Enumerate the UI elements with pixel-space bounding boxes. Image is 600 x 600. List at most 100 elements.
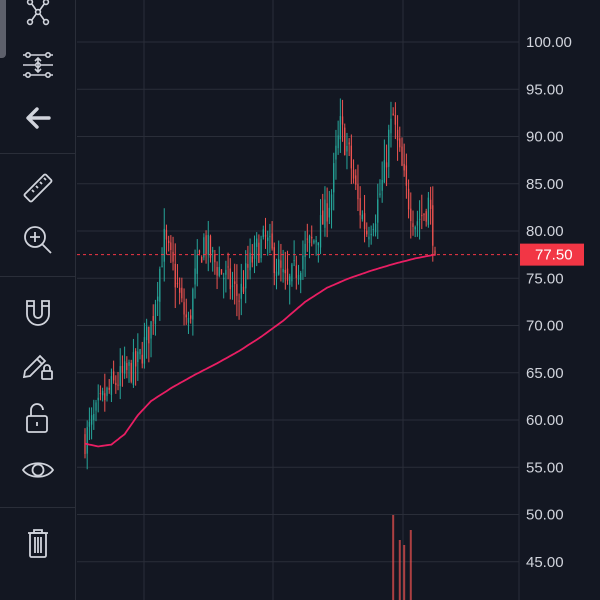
price-axis-label: 45.00 — [526, 554, 564, 571]
candle-body — [88, 421, 91, 427]
candle-body — [344, 127, 346, 156]
candle-body — [273, 247, 275, 274]
candle-body — [284, 269, 286, 274]
candle-body — [106, 387, 108, 396]
candle-body — [90, 415, 93, 425]
candle-body — [300, 272, 302, 281]
candle-body — [117, 384, 119, 386]
candle-body — [269, 236, 271, 238]
candle-body — [128, 361, 130, 366]
candle-body — [152, 316, 154, 321]
candle-body — [339, 116, 342, 140]
candle-body — [399, 138, 401, 148]
toolbar-scroll-indicator[interactable] — [0, 0, 6, 58]
candle-body — [253, 242, 256, 259]
candle-body — [181, 287, 183, 299]
price-chart[interactable]: 105.00 100.00 95.00 90.00 85.00 80.00 75.00 70.… — [77, 0, 600, 600]
price-axis-label: 70.00 — [526, 318, 564, 335]
back-button[interactable] — [14, 98, 62, 138]
candle-body — [205, 235, 207, 255]
candle-body — [139, 349, 141, 355]
candle-body — [271, 233, 273, 249]
lock-drawing-icon — [22, 354, 53, 380]
candle-body — [134, 351, 137, 367]
candle-body — [377, 199, 379, 223]
current-price-label: 77.50 — [535, 247, 573, 264]
candle-body — [231, 285, 234, 287]
candle-body — [302, 255, 304, 270]
candle-body — [372, 228, 375, 231]
candle-body — [379, 193, 381, 196]
candle-body — [366, 230, 368, 235]
candle-body — [350, 145, 353, 169]
candle-body — [126, 363, 128, 371]
moving-average-line — [84, 253, 436, 448]
current-price-tag: 77.50 — [520, 243, 584, 266]
candle-body — [229, 268, 231, 290]
candle-body — [143, 337, 146, 364]
candle-body — [297, 274, 300, 280]
price-axis-label: 90.00 — [526, 129, 564, 146]
candle-body — [141, 354, 143, 364]
candle-body — [121, 365, 124, 373]
price-axis-label: 95.00 — [526, 81, 564, 98]
price-axis-label: 80.00 — [526, 223, 564, 240]
unlock-icon — [26, 403, 48, 433]
candle-body — [432, 205, 434, 246]
back-arrow-icon — [26, 107, 51, 129]
price-axis[interactable]: 105.00 100.00 95.00 90.00 85.00 80.00 75.00 70.… — [526, 0, 572, 571]
candle-body — [401, 146, 403, 166]
candle-body — [148, 326, 150, 344]
delete-drawings-button[interactable] — [14, 522, 62, 562]
candle-body — [317, 242, 319, 246]
candle-body — [216, 267, 218, 276]
candle-body — [185, 314, 187, 318]
candle-body — [115, 382, 117, 386]
candle-body — [355, 175, 357, 185]
candle-body — [150, 321, 152, 339]
lock-drawings-button[interactable] — [14, 344, 62, 384]
candle-body — [172, 251, 174, 262]
candle-body — [348, 142, 350, 145]
candle-body — [123, 361, 126, 374]
candle-body — [407, 188, 410, 210]
visibility-button[interactable] — [14, 450, 62, 490]
candle-body — [368, 236, 370, 240]
candle-body — [322, 210, 324, 225]
candle-body — [357, 184, 359, 200]
candle-body — [396, 129, 399, 141]
candle-body — [425, 211, 427, 222]
magnet-button[interactable] — [14, 293, 62, 333]
candle-body — [306, 238, 308, 240]
zoom-in-button[interactable] — [14, 220, 62, 260]
pattern-tool-button[interactable] — [14, 0, 62, 32]
price-axis-label: 100.00 — [526, 34, 572, 51]
candle-body — [86, 427, 88, 454]
candle-body — [390, 118, 392, 134]
candle-body — [119, 366, 121, 386]
price-axis-label: 105.00 — [526, 0, 572, 4]
candle-body — [295, 265, 297, 278]
candle-body — [291, 264, 293, 282]
candle-body — [363, 213, 366, 229]
candle-body — [251, 256, 253, 263]
candle-body — [333, 163, 335, 193]
candle-body — [328, 207, 330, 218]
candle-body — [192, 289, 194, 320]
ruler-button[interactable] — [14, 168, 62, 208]
candle-body — [264, 234, 267, 237]
candle-body — [112, 371, 115, 381]
candle-body — [388, 129, 390, 167]
fib-tool-button[interactable] — [14, 45, 62, 85]
candle-body — [178, 287, 181, 293]
unlock-button[interactable] — [14, 398, 62, 438]
candlestick-series — [84, 98, 436, 470]
candle-body — [227, 266, 229, 268]
candle-body — [308, 236, 311, 244]
candle-body — [319, 215, 322, 248]
candle-body — [383, 160, 386, 183]
candle-body — [427, 197, 430, 225]
candle-body — [326, 203, 328, 222]
candle-body — [183, 302, 185, 315]
candle-body — [145, 326, 148, 341]
